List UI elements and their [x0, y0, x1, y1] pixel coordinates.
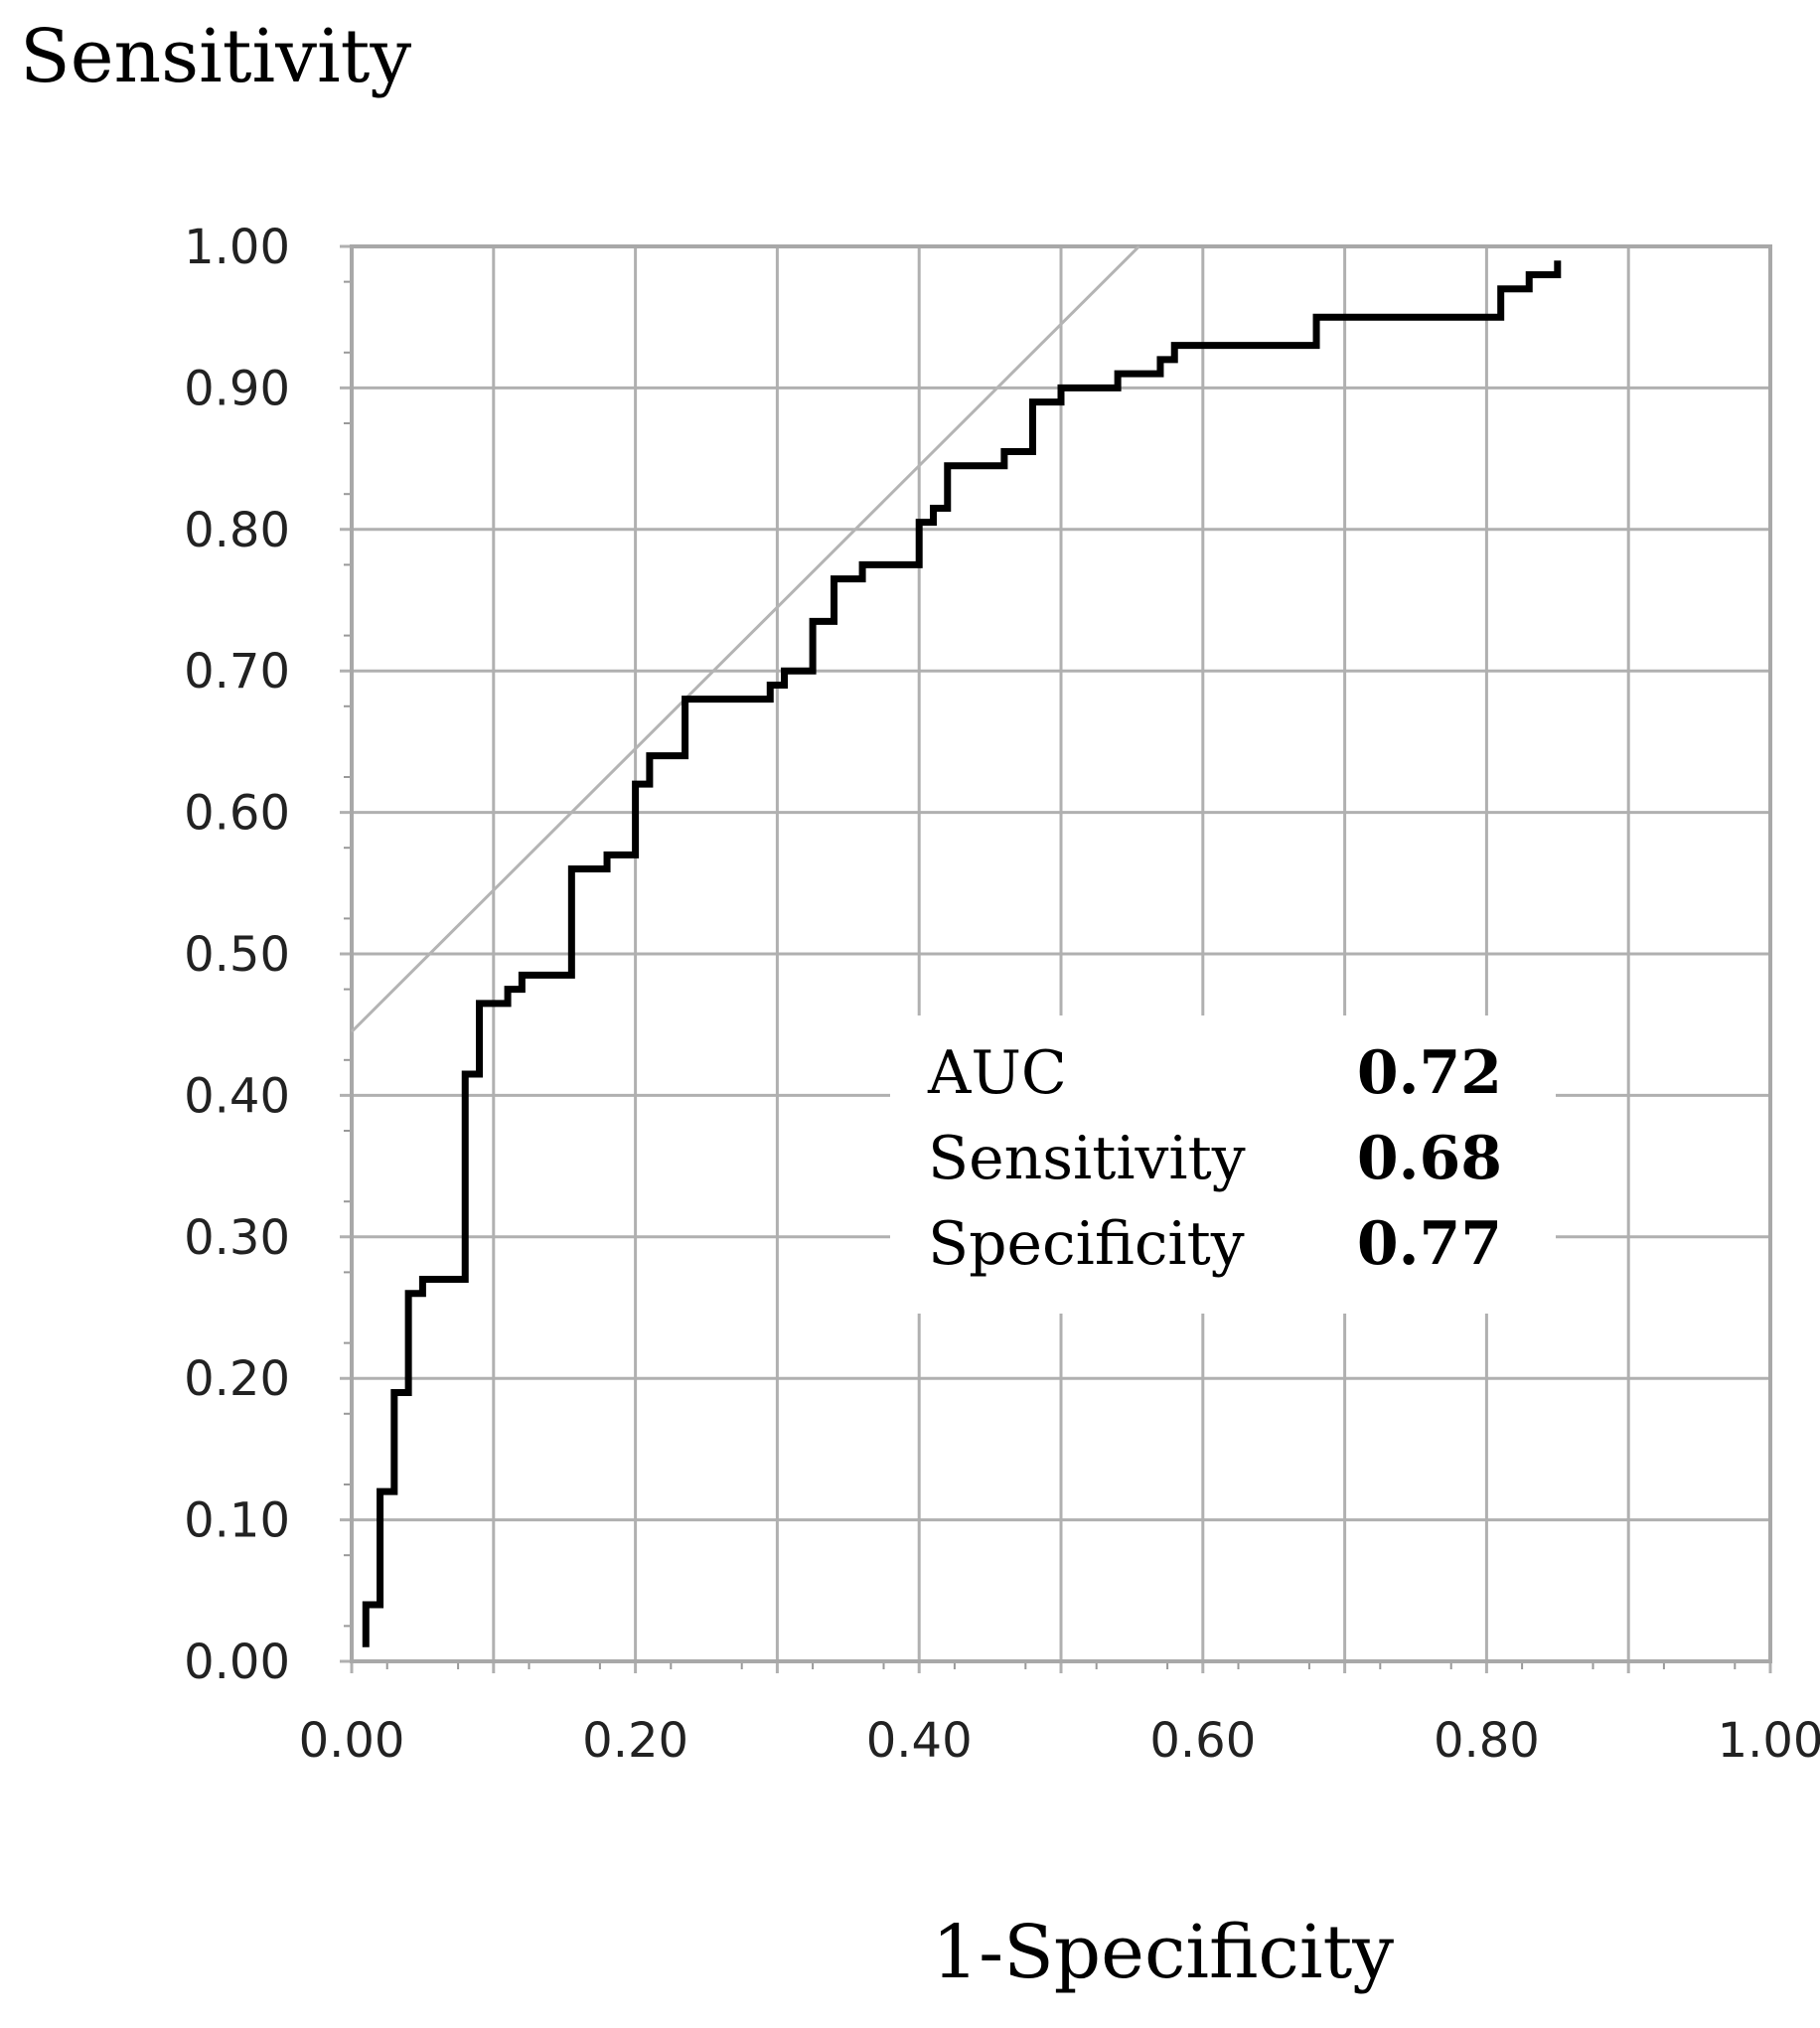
x-tick-label: 0.00 [299, 1713, 405, 1769]
y-tick-label: 0.50 [184, 927, 290, 983]
x-tick-label: 0.40 [866, 1713, 973, 1769]
y-tick-label: 0.10 [184, 1493, 290, 1549]
annotation-label: Specificity [928, 1209, 1245, 1279]
plot-frame [350, 244, 1772, 1663]
annotation: AUC 0.72 Sensitivity 0.68 Specificity 0.77 [927, 1038, 1502, 1279]
x-tick-label: 0.60 [1149, 1713, 1256, 1769]
reference-line [350, 244, 1140, 1033]
annotation-value: 0.68 [1357, 1124, 1502, 1193]
x-tick-label: 0.80 [1434, 1713, 1540, 1769]
y-tick-label: 0.20 [184, 1351, 290, 1407]
y-tick-label: 0.90 [184, 361, 290, 416]
x-tick-label: 0.20 [582, 1713, 688, 1769]
y-tick-label: 0.70 [184, 644, 290, 700]
x-tick-label: 1.00 [1718, 1713, 1820, 1769]
annotation-box [890, 1015, 1556, 1314]
y-axis-title: Sensitivity [20, 14, 411, 99]
y-tick-label: 1.00 [184, 220, 290, 275]
annotation-label: AUC [927, 1038, 1067, 1108]
y-tick-label: 0.30 [184, 1210, 290, 1266]
roc-curve [362, 260, 1562, 1647]
x-tick-labels: 0.00 0.20 0.40 0.60 0.80 1.00 [299, 1713, 1820, 1769]
y-tick-label: 0.40 [184, 1068, 290, 1124]
y-tick-label: 0.80 [184, 503, 290, 558]
x-axis-title: 1-Specificity [932, 1910, 1394, 1995]
y-tick-label: 0.60 [184, 786, 290, 842]
annotation-label: Sensitivity [928, 1124, 1246, 1193]
y-tick-labels: 0.00 0.10 0.20 0.30 0.40 0.50 0.60 0.70 0.80 0.90… [184, 220, 290, 1690]
annotation-value: 0.72 [1357, 1038, 1502, 1108]
annotation-value: 0.77 [1357, 1209, 1502, 1279]
grid [340, 244, 1772, 1673]
y-tick-label: 0.00 [184, 1635, 290, 1690]
